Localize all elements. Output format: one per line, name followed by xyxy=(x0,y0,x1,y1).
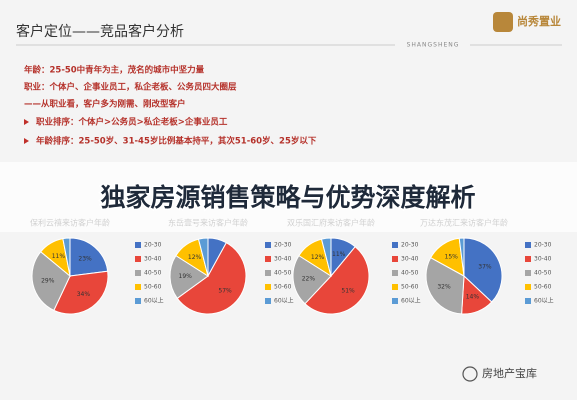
legend-swatch xyxy=(392,284,398,290)
slice-label: 14% xyxy=(466,294,480,301)
pie-slice xyxy=(458,237,465,277)
legend-label: 50-60 xyxy=(534,284,552,291)
legend-label: 20-30 xyxy=(274,242,292,249)
slice-label: 34% xyxy=(77,291,91,298)
bullet-text: 年龄排序：25-50岁、31-45岁比例基本持平，其次51-60岁、25岁以下 xyxy=(36,136,317,147)
bullet-text: 职业：个体户、企事业员工，私企老板、公务员四大圈层 xyxy=(24,82,237,93)
legend-swatch xyxy=(525,242,531,248)
watermark-icon xyxy=(462,366,478,382)
pie-slice xyxy=(62,237,71,277)
legend-swatch xyxy=(392,256,398,262)
legend-label: 40-50 xyxy=(534,270,552,277)
legend-swatch xyxy=(135,242,141,248)
legend-label: 40-50 xyxy=(401,270,419,277)
legend-label: 40-50 xyxy=(144,270,162,277)
slice-label: 51% xyxy=(341,288,355,295)
legend-label: 20-30 xyxy=(144,242,162,249)
pie-slice xyxy=(197,237,209,277)
slice-label: 15% xyxy=(445,254,459,261)
slice-label: 11% xyxy=(332,251,346,258)
pie-slice xyxy=(169,254,209,300)
legend-swatch xyxy=(525,270,531,276)
bullet-text: 职业排序：个体户>公务员>私企老板>企事业员工 xyxy=(36,117,228,128)
pie-slice xyxy=(176,242,247,315)
legend-swatch xyxy=(135,270,141,276)
slice-label: 22% xyxy=(302,275,316,282)
slice-label: 19% xyxy=(179,273,193,280)
legend-label: 60以上 xyxy=(534,297,554,305)
legend-label: 40-50 xyxy=(274,270,292,277)
legend-label: 30-40 xyxy=(534,256,552,263)
legend-swatch xyxy=(392,242,398,248)
legend-swatch xyxy=(265,298,271,304)
legend-label: 50-60 xyxy=(274,284,292,291)
bullet-arrow xyxy=(24,119,29,125)
pie-slice xyxy=(463,237,503,303)
legend-swatch xyxy=(265,242,271,248)
legend-swatch xyxy=(525,298,531,304)
legend-label: 20-30 xyxy=(401,242,419,249)
legend-label: 30-40 xyxy=(274,256,292,263)
legend-label: 50-60 xyxy=(144,284,162,291)
legend-label: 60以上 xyxy=(401,297,421,305)
legend-label: 30-40 xyxy=(144,256,162,263)
legend-swatch xyxy=(392,270,398,276)
slice-label: 11% xyxy=(52,253,66,260)
pie-slice xyxy=(304,246,370,315)
banner-title: 独家房源销售策略与优势深度解析 xyxy=(100,183,475,212)
pie-slice xyxy=(31,251,71,312)
slice-label: 32% xyxy=(437,283,451,290)
bullet-text: ——从职业看，客户多为刚需、刚改型客户 xyxy=(24,99,186,110)
slide-title: 客户定位——竞品客户分析 xyxy=(16,23,184,40)
bullet-arrow xyxy=(24,138,29,144)
legend-label: 60以上 xyxy=(274,297,294,305)
pie-slice xyxy=(320,237,332,277)
legend-swatch xyxy=(265,270,271,276)
legend-label: 60以上 xyxy=(144,297,164,305)
banner-band xyxy=(0,162,577,232)
slice-label: 12% xyxy=(188,254,202,261)
pie-slice xyxy=(292,254,332,305)
legend-swatch xyxy=(135,256,141,262)
legend-swatch xyxy=(392,298,398,304)
bullet-text: 年龄：25-50中青年为主，茂名的城市中坚力量 xyxy=(24,65,205,76)
logo-icon xyxy=(493,12,513,32)
tagline: SHANGSHENG xyxy=(407,42,460,49)
slice-label: 23% xyxy=(78,255,92,262)
legend-label: 30-40 xyxy=(401,256,419,263)
legend-swatch xyxy=(265,284,271,290)
legend-label: 50-60 xyxy=(401,284,419,291)
legend-label: 20-30 xyxy=(534,242,552,249)
legend-swatch xyxy=(135,284,141,290)
slice-label: 57% xyxy=(218,288,232,295)
pie-slice xyxy=(69,237,109,277)
slice-label: 29% xyxy=(41,277,55,284)
slice-label: 37% xyxy=(478,263,492,270)
legend-swatch xyxy=(525,256,531,262)
pie-slice xyxy=(425,257,465,315)
brand: 尚秀置业 xyxy=(517,14,561,28)
legend-swatch xyxy=(135,298,141,304)
legend-swatch xyxy=(265,256,271,262)
legend-swatch xyxy=(525,284,531,290)
watermark: 房地产宝库 xyxy=(482,366,537,380)
slice-label: 12% xyxy=(311,254,325,261)
